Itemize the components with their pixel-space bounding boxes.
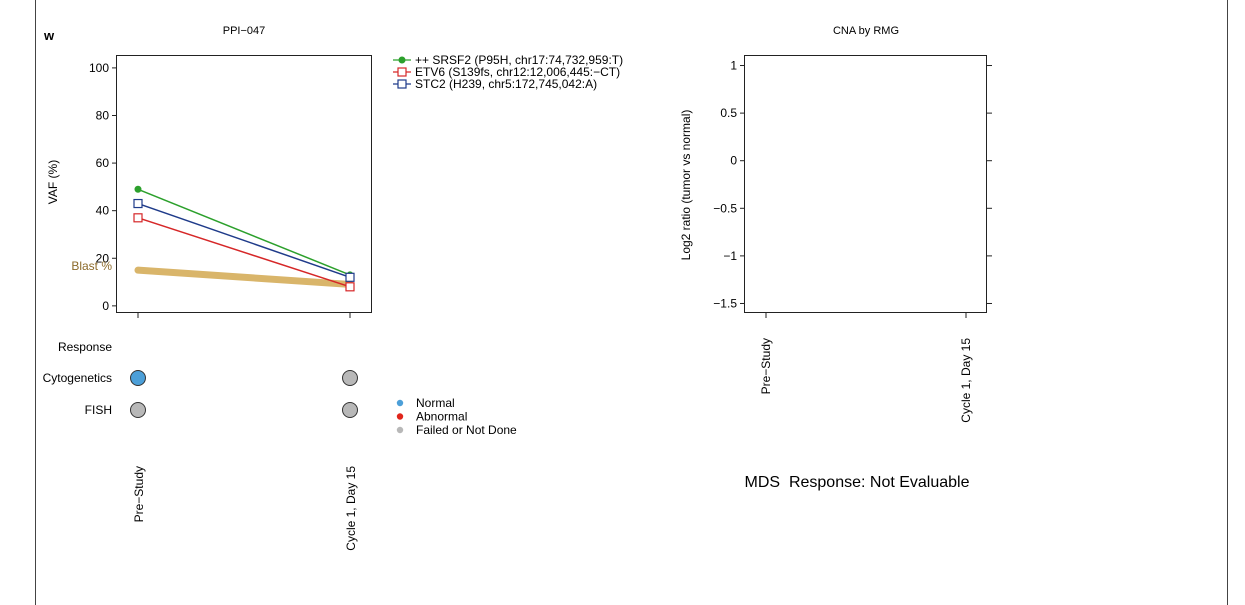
vaf-y-axis: 0 20 40 60 80 100 (89, 61, 117, 313)
fish-dot (130, 402, 146, 418)
legend-label: STC2 (H239, chr5:172,745,042:A) (415, 77, 597, 91)
x-label-pre-study: Pre−Study (132, 466, 146, 522)
cna-x-ticks (765, 313, 967, 318)
vaf-chart: PPI−047 0 20 40 60 80 100 VAF (%) Blast % ++ … (46, 25, 623, 318)
legend-label: ++ SRSF2 (P95H, chr17:74,732,959:T) (415, 53, 623, 67)
vaf-y-tick-label: 60 (96, 156, 110, 170)
cna-x-label-pre-study: Pre−Study (759, 338, 773, 394)
vaf-marks (133, 185, 355, 292)
mds-response-text: MDS Response: Not Evaluable (745, 474, 970, 491)
legend-marker (398, 56, 406, 64)
cytogenetics-row-label: Cytogenetics (43, 371, 112, 385)
blast-label: Blast % (71, 259, 112, 273)
cna-y-tick-label: −1 (723, 249, 737, 263)
vaf-y-tick-label: 20 (96, 251, 110, 265)
response-legend-dot (396, 399, 404, 407)
panel-letter: w (43, 28, 55, 43)
cna-plot-frame (744, 55, 987, 313)
series-point (134, 185, 142, 193)
legend-marker (397, 79, 407, 89)
vaf-x-ticks (137, 313, 351, 318)
vaf-y-axis-label: VAF (%) (46, 160, 60, 204)
cna-x-label-cycle1-day15: Cycle 1, Day 15 (959, 338, 973, 423)
vaf-y-tick-label: 80 (96, 108, 110, 122)
legend-label: ETV6 (S139fs, chr12:12,006,445:−CT) (415, 65, 620, 79)
cna-y-axis-label: Log2 ratio (tumor vs normal) (679, 110, 693, 261)
fish-row-label: FISH (85, 403, 112, 417)
response-legend-label: Abnormal (416, 410, 467, 424)
vaf-y-tick-label: 40 (96, 204, 110, 218)
vaf-plot-frame (116, 55, 372, 313)
vaf-chart-title: PPI−047 (223, 25, 266, 37)
vaf-legend: ++ SRSF2 (P95H, chr17:74,732,959:T)ETV6 … (393, 53, 623, 91)
series-line-1 (137, 217, 351, 288)
legend-marker (397, 67, 407, 77)
blast-band (134, 266, 354, 288)
series-point (133, 198, 143, 209)
cna-y-axis: 1 0.5 0 −0.5 −1 −1.5 (713, 59, 992, 310)
cna-chart: CNA by RMG 1 0.5 0 −0.5 −1 −1.5 Log2 ratio (t… (679, 25, 992, 423)
cna-y-tick-label: −0.5 (713, 201, 737, 215)
series-point (345, 272, 355, 282)
cna-y-tick-label: 0 (730, 154, 737, 168)
cytogenetics-dot (130, 370, 146, 386)
cna-chart-title: CNA by RMG (833, 25, 899, 37)
cna-y-tick-label: 0.5 (720, 106, 737, 120)
x-label-cycle1-day15: Cycle 1, Day 15 (344, 466, 358, 551)
series-line-0 (137, 188, 351, 276)
vaf-y-tick-label: 0 (102, 299, 109, 313)
series-point (133, 213, 143, 223)
cna-y-tick-label: −1.5 (713, 296, 737, 310)
series-point (345, 282, 355, 292)
vaf-y-tick-label: 100 (89, 61, 109, 75)
response-table: Response Cytogenetics FISH NormalAbnorma… (43, 340, 517, 551)
fish-dot (342, 402, 358, 418)
response-legend-dot (396, 413, 404, 420)
series-line-2 (137, 202, 351, 279)
response-dots (130, 370, 358, 418)
cytogenetics-dot (342, 370, 358, 386)
response-row-label: Response (58, 340, 112, 354)
response-legend-label: Normal (416, 396, 455, 410)
response-legend-dot (396, 426, 404, 434)
response-legend-label: Failed or Not Done (416, 423, 517, 437)
cna-y-tick-label: 1 (730, 59, 737, 73)
